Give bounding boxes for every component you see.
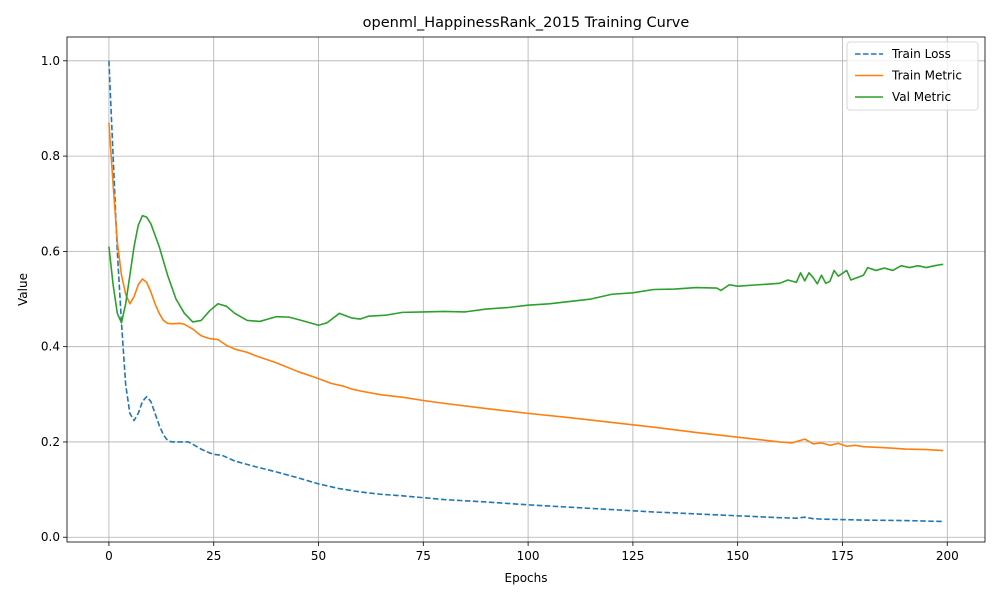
x-tick-label: 125 xyxy=(621,549,644,563)
y-tick-label: 0.6 xyxy=(41,244,60,258)
x-tick-label: 150 xyxy=(726,549,749,563)
y-tick-label: 0.0 xyxy=(41,530,60,544)
y-tick-label: 0.8 xyxy=(41,149,60,163)
y-tick-label: 0.4 xyxy=(41,340,60,354)
y-axis-label: Value xyxy=(16,273,30,306)
series-layer xyxy=(108,60,944,523)
legend-label: Train Loss xyxy=(891,47,951,61)
series-line-val-metric xyxy=(108,214,944,327)
x-tick-label: 0 xyxy=(105,549,113,563)
legend-box xyxy=(846,41,979,111)
y-axis-ticks: 0.0 0.2 0.4 0.6 0.8 1.0 xyxy=(41,54,67,544)
grid-lines xyxy=(67,37,985,542)
x-axis-label: Epochs xyxy=(505,571,548,585)
plot-frame xyxy=(66,36,986,543)
x-tick-label: 175 xyxy=(831,549,854,563)
legend-label: Train Metric xyxy=(891,69,962,83)
x-tick-label: 25 xyxy=(206,549,221,563)
legend-label: Val Metric xyxy=(892,90,951,104)
series-line-train-metric xyxy=(108,122,944,452)
y-tick-label: 0.2 xyxy=(41,435,60,449)
series-line-train-loss xyxy=(108,60,944,523)
x-axis-ticks: 0 25 50 75 100 125 150 175 200 xyxy=(105,542,959,563)
x-tick-label: 200 xyxy=(936,549,959,563)
y-tick-label: 1.0 xyxy=(41,54,60,68)
x-tick-label: 50 xyxy=(311,549,326,563)
legend: Train Loss Train Metric Val Metric xyxy=(846,41,979,111)
x-tick-label: 100 xyxy=(517,549,540,563)
x-tick-label: 75 xyxy=(416,549,431,563)
chart-title: openml_HappinessRank_2015 Training Curve xyxy=(363,15,690,31)
